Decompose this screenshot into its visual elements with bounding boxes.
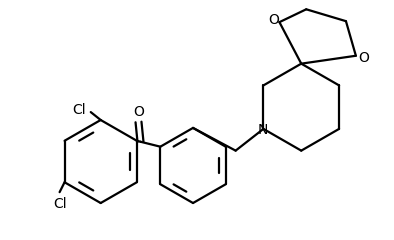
Text: N: N [257, 123, 268, 137]
Text: Cl: Cl [72, 103, 85, 117]
Text: O: O [133, 105, 144, 119]
Text: Cl: Cl [53, 197, 67, 211]
Text: O: O [359, 51, 369, 65]
Text: O: O [268, 13, 279, 27]
